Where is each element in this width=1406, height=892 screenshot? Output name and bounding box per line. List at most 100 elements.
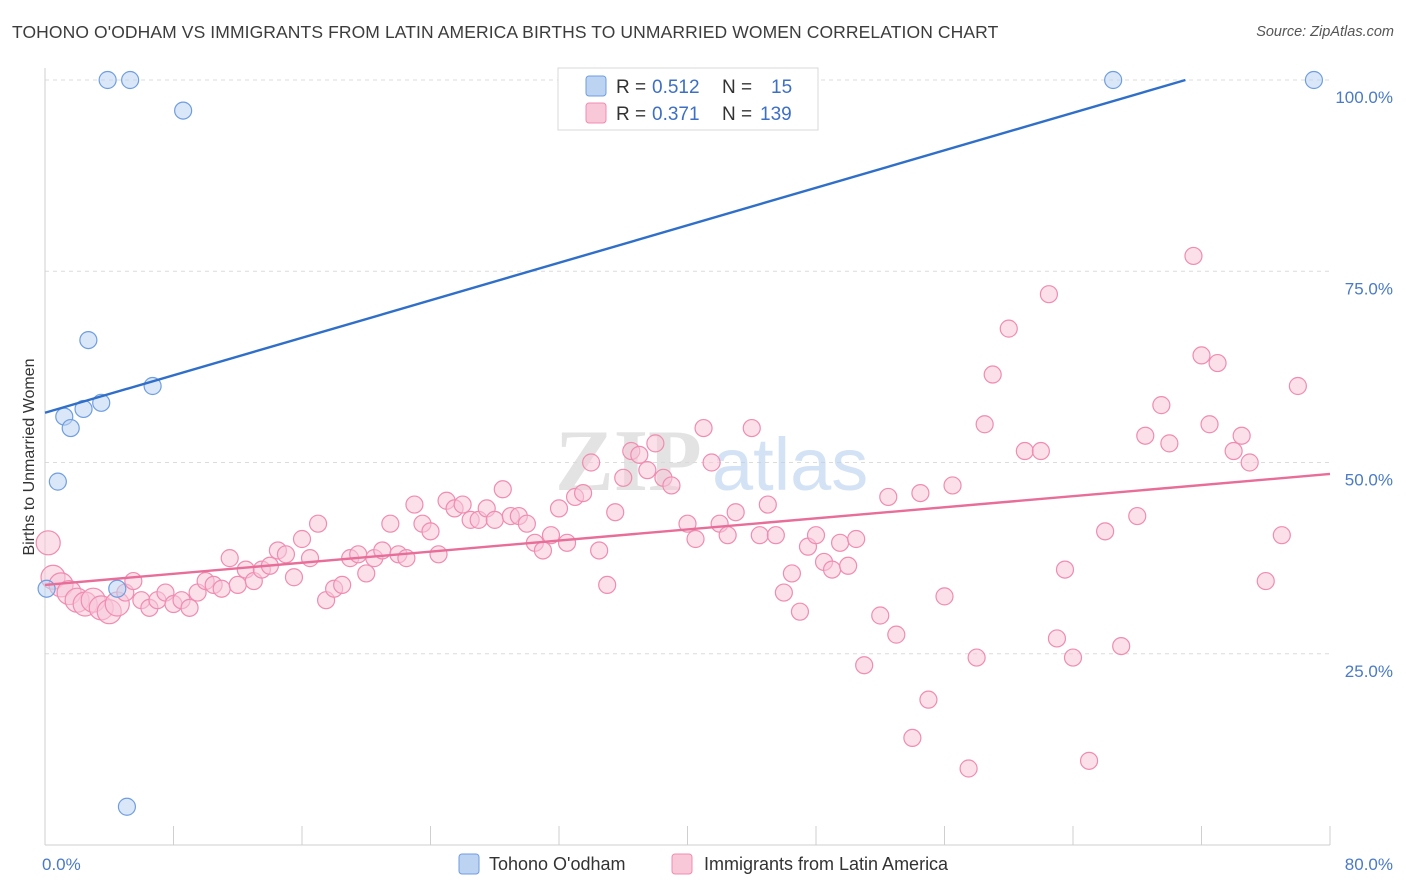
immigrants-point — [1200, 415, 1219, 434]
immigrants-point — [590, 541, 609, 560]
immigrants-point — [212, 579, 231, 598]
tohono-point — [121, 70, 140, 90]
tohono-point — [48, 472, 67, 491]
immigrants-point — [1224, 441, 1243, 461]
immigrants-point — [1184, 246, 1203, 266]
immigrants-point — [1112, 636, 1131, 656]
tohono-point — [174, 101, 193, 120]
immigrants-point — [742, 418, 761, 438]
immigrants-point — [879, 487, 898, 507]
immigrants-point — [975, 415, 994, 434]
chart-title: TOHONO O'ODHAM VS IMMIGRANTS FROM LATIN … — [12, 22, 999, 42]
immigrants-point — [1192, 346, 1211, 365]
bottom-legend-label-tohono: Tohono O'odham — [489, 854, 626, 874]
bottom-legend: Tohono O'odham Immigrants from Latin Ame… — [458, 853, 949, 875]
immigrants-point — [1031, 441, 1050, 461]
y-tick-label-2: 50.0% — [1345, 471, 1393, 490]
legend-n-value-2: 139 — [760, 104, 792, 125]
trend-line-immigrants — [44, 472, 1331, 587]
legend-n-label-2: N = — [722, 104, 752, 125]
immigrants-point — [839, 556, 858, 575]
immigrants-point — [533, 541, 553, 560]
legend: R = 0.512 N = 15 R = 0.371 N = 139 — [557, 67, 819, 131]
immigrants-point — [726, 503, 745, 522]
immigrants-point — [662, 476, 681, 495]
immigrants-point — [1136, 426, 1155, 445]
x-ticks — [44, 826, 1331, 845]
immigrants-point — [453, 495, 472, 514]
y-tick-label-3: 25.0% — [1345, 662, 1393, 681]
immigrants-point — [1152, 396, 1171, 415]
legend-swatch-immigrants — [585, 102, 607, 124]
immigrants-point — [357, 564, 376, 583]
immigrants-point — [1039, 285, 1059, 304]
tohono-point — [117, 797, 137, 816]
immigrants-point — [421, 522, 440, 541]
immigrants-point — [758, 495, 777, 514]
immigrants-point — [124, 571, 143, 591]
immigrants-point — [750, 526, 769, 545]
immigrants-point — [1063, 648, 1083, 667]
immigrants-point — [630, 445, 649, 464]
tohono-point — [79, 331, 98, 350]
immigrants-point — [220, 549, 239, 568]
bottom-legend-swatch-tohono — [458, 853, 480, 875]
immigrants-point — [541, 526, 561, 545]
immigrants-point — [1208, 353, 1227, 373]
watermark-atlas: atlas — [712, 423, 868, 506]
immigrants-point — [606, 503, 625, 522]
tohono-point — [1304, 70, 1324, 90]
tohono-point — [61, 418, 80, 438]
immigrants-point — [967, 648, 986, 667]
immigrants-point — [686, 529, 705, 549]
immigrants-point — [887, 625, 906, 644]
immigrants-point — [493, 480, 512, 499]
immigrants-point — [549, 499, 569, 518]
immigrants-point — [855, 656, 874, 675]
immigrants-point — [847, 529, 866, 549]
immigrants-point — [718, 526, 737, 545]
y-tick-label-0: 100.0% — [1335, 88, 1393, 107]
legend-r-value-2: 0.371 — [652, 104, 700, 125]
chart-source: Source: ZipAtlas.com — [1256, 24, 1394, 40]
immigrants-point — [381, 514, 400, 533]
immigrants-point — [292, 529, 312, 549]
y-tick-label-1: 75.0% — [1345, 279, 1393, 298]
immigrants-point — [582, 453, 601, 472]
immigrants-point — [1256, 571, 1275, 591]
immigrants-point — [1055, 560, 1075, 579]
y-tick-labels: 100.0% 75.0% 50.0% 25.0% — [1335, 88, 1393, 681]
immigrants-point — [1096, 522, 1115, 541]
legend-r-value-1: 0.512 — [652, 77, 700, 98]
x-tick-label-max: 80.0% — [1345, 855, 1393, 874]
immigrants-point — [1288, 376, 1307, 396]
immigrants-point — [1128, 506, 1147, 526]
legend-n-value-1: 15 — [771, 77, 792, 98]
immigrants-point — [999, 319, 1018, 338]
tohono-point — [37, 579, 56, 598]
immigrants-point — [1160, 434, 1179, 453]
immigrants-point — [830, 533, 850, 552]
immigrants-point — [308, 514, 328, 533]
immigrants-point — [871, 606, 890, 625]
legend-swatch-tohono — [585, 75, 607, 97]
immigrants-point — [614, 468, 633, 487]
immigrants-point — [1015, 441, 1034, 461]
tohono-point — [1104, 70, 1123, 90]
immigrants-point — [790, 602, 810, 621]
immigrants-point — [766, 526, 785, 545]
immigrants-point — [822, 560, 842, 579]
immigrants-point — [983, 365, 1002, 384]
trend-line-tohono — [44, 78, 1186, 414]
immigrants-point — [911, 484, 930, 503]
immigrants-point — [485, 510, 504, 529]
x-tick-label-min: 0.0% — [42, 855, 81, 874]
immigrants-point — [35, 530, 61, 556]
immigrants-point — [429, 545, 448, 564]
immigrants-point — [806, 526, 826, 545]
immigrants-point — [935, 587, 954, 606]
immigrants-point — [782, 564, 802, 583]
immigrants-point — [276, 545, 296, 564]
legend-r-label-1: R = — [616, 77, 646, 98]
